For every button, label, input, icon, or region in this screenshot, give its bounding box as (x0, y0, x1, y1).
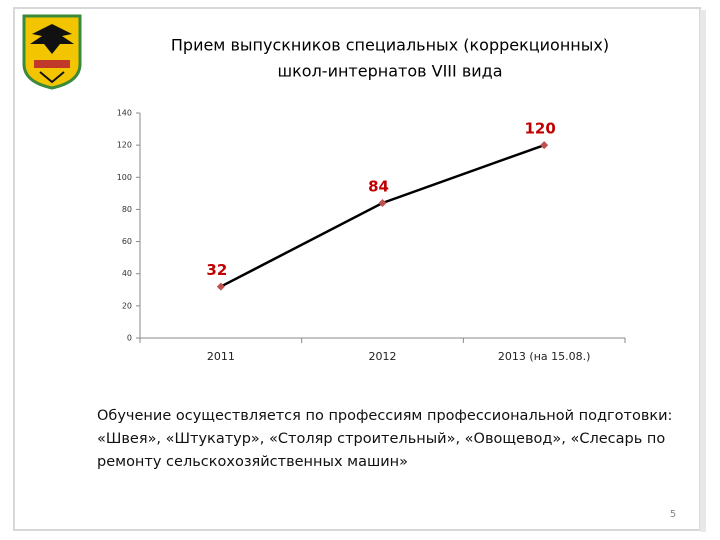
marker (378, 199, 387, 207)
y-tick-label: 60 (122, 237, 132, 246)
frame-shadow (700, 10, 706, 532)
emblem (22, 14, 82, 90)
x-tick-label: 2012 (369, 350, 397, 363)
chart-title: школ-интернатов VIII вида (277, 62, 502, 81)
y-tick-label: 100 (117, 173, 132, 182)
page-number: 5 (670, 509, 676, 520)
y-tick-label: 40 (122, 269, 132, 278)
data-label: 32 (206, 261, 227, 279)
x-tick-label: 2011 (207, 350, 235, 363)
slide-frame (13, 7, 701, 531)
y-tick-label: 80 (122, 205, 132, 214)
data-label: 84 (368, 178, 389, 196)
y-tick-label: 120 (117, 141, 132, 150)
body-text: Обучение осуществляется по профессиям пр… (97, 408, 673, 470)
chart-title: Прием выпускников специальных (коррекцио… (171, 36, 609, 55)
y-tick-label: 140 (117, 109, 132, 118)
data-label: 120 (525, 120, 556, 138)
x-tick-label: 2013 (на 15.08.) (498, 350, 591, 363)
y-tick-label: 0 (127, 334, 132, 343)
y-tick-label: 20 (122, 301, 132, 310)
marker (216, 282, 225, 291)
marker (540, 141, 549, 150)
